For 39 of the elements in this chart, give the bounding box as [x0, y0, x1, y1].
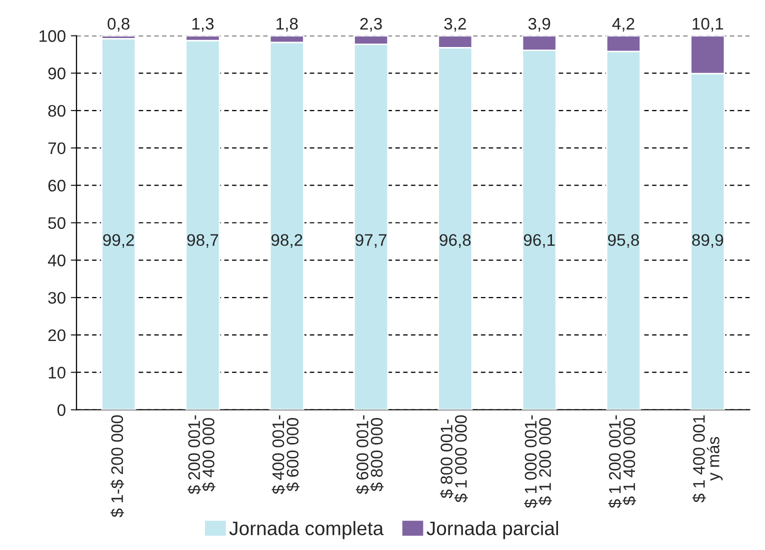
data-label: 10,1 [692, 18, 724, 32]
data-label: 2,3 [360, 18, 382, 32]
data-label: 99,2 [103, 234, 134, 248]
data-label: 3,2 [444, 18, 466, 32]
data-label: 96,1 [524, 234, 555, 248]
data-label: 98,2 [271, 234, 302, 248]
data-label: 95,8 [608, 234, 639, 248]
y-tick-label: 80 [48, 104, 66, 117]
y-tick-label: 30 [48, 292, 66, 304]
data-label: 3,9 [528, 18, 550, 32]
y-tick-label: 40 [48, 254, 66, 266]
x-tick-label: $ 600 001- $ 800 000 [356, 415, 384, 494]
y-tick-label: 50 [48, 217, 66, 229]
data-label: 96,8 [440, 234, 471, 248]
y-tick-label: 90 [48, 68, 66, 80]
bar [101, 38, 136, 410]
data-label: 1,3 [192, 18, 214, 32]
y-tick-label: 70 [48, 142, 66, 154]
x-tick-label: $ 1-$ 200 000 [110, 415, 124, 518]
y-tick-label: 0 [57, 404, 66, 416]
y-tick-label: 10 [48, 366, 66, 379]
x-tick-label: $ 1 200 001- $ 1 400 000 [608, 415, 636, 508]
data-label: 98,7 [187, 234, 218, 248]
data-label: 97,7 [356, 234, 386, 248]
y-tick-label: 20 [48, 329, 66, 342]
bar [185, 40, 220, 410]
data-label: 89,9 [692, 234, 724, 248]
x-tick-label: $ 200 001- $ 400 000 [188, 415, 216, 494]
legend-label: Jornada parcial [426, 520, 558, 540]
legend-label: Jornada completa [229, 520, 384, 540]
y-tick-label: 60 [48, 180, 66, 192]
data-label: 0,8 [108, 18, 130, 32]
x-tick-label: $ 1 400 001 y más [692, 415, 723, 502]
x-tick-label: $ 800 001- $ 1 000 000 [440, 415, 468, 502]
data-label: 1,8 [276, 18, 298, 32]
y-tick-label: 100 [40, 30, 66, 42]
x-tick-label: $ 1 000 001- $ 1 200 000 [524, 415, 552, 508]
data-label: 4,2 [612, 18, 634, 32]
x-tick-label: $ 400 001- $ 600 000 [272, 415, 300, 494]
